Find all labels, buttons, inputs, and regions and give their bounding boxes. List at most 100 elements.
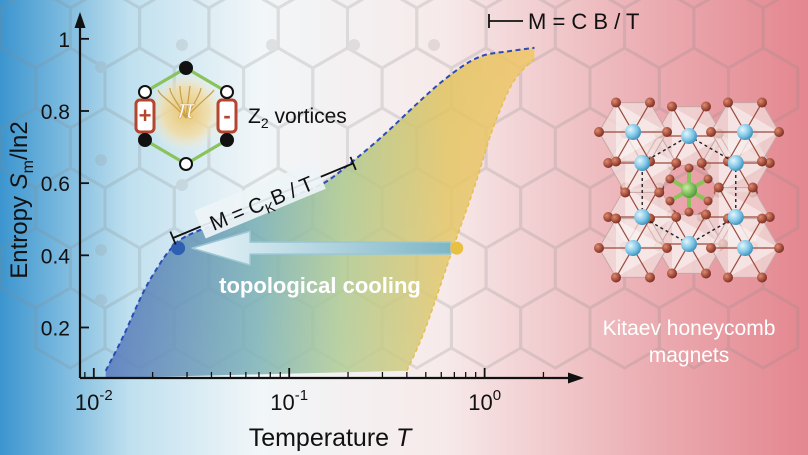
oxygen-atom — [703, 196, 713, 206]
lattice-site — [176, 39, 188, 51]
ru-atom — [634, 155, 651, 171]
lattice-hexagon — [607, 0, 642, 10]
lattice-hexagon — [34, 166, 107, 250]
lattice-hexagon — [311, 46, 384, 130]
oxygen-atom — [594, 243, 604, 253]
lattice-site — [95, 61, 107, 73]
x-major-ticks — [92, 368, 486, 378]
lattice-hexagon — [207, 0, 280, 70]
y-tick-label: 0.4 — [41, 245, 71, 268]
lattice-hexagon — [538, 0, 573, 10]
x-tick-label: 10-2 — [75, 387, 113, 415]
lattice-hexagon — [588, 286, 661, 370]
ru-atom — [681, 236, 697, 252]
oxygen-atom — [747, 182, 758, 193]
hexagon-sites — [138, 61, 234, 171]
axes — [74, 12, 584, 384]
lattice-site — [428, 39, 440, 51]
oxygen-atom — [757, 97, 767, 108]
oxygen-atom — [611, 213, 621, 224]
svg-text:+: + — [139, 103, 152, 128]
oxygen-atom — [706, 127, 716, 137]
y-tick-label: 1 — [58, 29, 70, 52]
lattice-hexagon — [0, 0, 72, 70]
honeycomb-bond — [688, 216, 737, 245]
lattice-hexagon — [484, 226, 557, 310]
lattice-hexagon — [34, 286, 107, 370]
oxygen-atom — [611, 97, 621, 108]
oxygen-atom — [662, 127, 672, 137]
y-tick-label: 0.2 — [41, 317, 70, 340]
oxygen-atom — [667, 101, 677, 112]
cold-point-marker — [171, 241, 186, 256]
oxygen-atom — [723, 97, 733, 108]
oxygen-atom — [594, 127, 604, 137]
lattice-hexagon — [519, 166, 592, 250]
lattice-hexagon — [399, 0, 434, 10]
oxygen-atom — [671, 158, 682, 168]
z2-vortices-label: Z2 vortices — [248, 105, 347, 131]
oxygen-atom — [611, 272, 621, 283]
lattice-site — [95, 154, 107, 166]
oxygen-atom — [620, 187, 631, 198]
y-tick-label: 0.8 — [41, 101, 70, 124]
oxygen-atom — [701, 209, 711, 220]
ru-atom — [737, 124, 753, 140]
y-axis-arrowhead — [74, 12, 86, 28]
oxygen-atom — [671, 212, 682, 222]
kitaev-label-line1: Kitaev honeycomb — [603, 317, 776, 340]
y-tick-label: 0.6 — [41, 173, 70, 196]
oxygen-atom — [662, 243, 672, 253]
lattice-hexagon — [330, 0, 365, 10]
high-t-annotation — [488, 14, 523, 28]
oxygen-atom — [665, 174, 675, 184]
oxygen-atom — [684, 207, 694, 217]
pi-symbol: π — [177, 94, 195, 124]
kitaev-crystal-structure — [594, 97, 784, 283]
lattice-site — [95, 294, 107, 306]
oxygen-atom — [665, 196, 675, 206]
oxygen-atom — [774, 243, 784, 253]
lattice-hexagon — [449, 286, 523, 370]
ru-atom — [625, 124, 641, 140]
oxygen-atom — [757, 272, 767, 283]
lattice-hexagon — [677, 0, 711, 10]
x-tick-label: 10-1 — [270, 387, 308, 415]
oxygen-atom — [654, 187, 665, 198]
lattice-hexagon — [727, 286, 800, 370]
pi-flux-lines — [157, 85, 215, 119]
honeycomb-bond — [641, 216, 690, 245]
oxygen-atom — [701, 101, 711, 112]
pi-flux-glow — [148, 72, 224, 152]
svg-text:-: - — [223, 103, 230, 128]
vortex-pill-minus: - — [216, 98, 238, 134]
oxygen-atom — [703, 174, 713, 184]
oxygen-atom — [723, 272, 733, 283]
ru-atom — [681, 128, 697, 144]
entropy-fill-fade — [105, 47, 535, 378]
x-axis-arrowhead — [568, 372, 584, 384]
lattice-hexagon — [53, 0, 88, 10]
lattice-hexagon — [68, 226, 142, 310]
lattice-hexagon — [469, 0, 503, 10]
oxygen-atom — [764, 158, 775, 168]
oxygen-atom — [611, 156, 621, 167]
center-atom — [681, 182, 697, 198]
oxygen-atom — [701, 268, 711, 279]
hot-point-marker — [450, 241, 464, 255]
lattice-site — [266, 39, 278, 51]
ru-atom — [727, 209, 744, 225]
x-axis-title: Temperature T — [249, 424, 413, 452]
oxygen-atom — [757, 156, 767, 167]
vortex-pill-plus: + — [134, 98, 156, 134]
topological-cooling-label: topological cooling — [219, 273, 421, 298]
lattice-hexagon — [519, 286, 592, 370]
y-axis-title: Entropy Sm/ln2 — [6, 121, 37, 278]
oxygen-atom — [603, 212, 614, 222]
lattice-site — [348, 39, 360, 51]
x-tick-label: 100 — [468, 387, 501, 415]
honeycomb-bond — [688, 135, 737, 164]
lattice-hexagon — [103, 166, 176, 250]
oxygen-atom — [645, 97, 655, 108]
